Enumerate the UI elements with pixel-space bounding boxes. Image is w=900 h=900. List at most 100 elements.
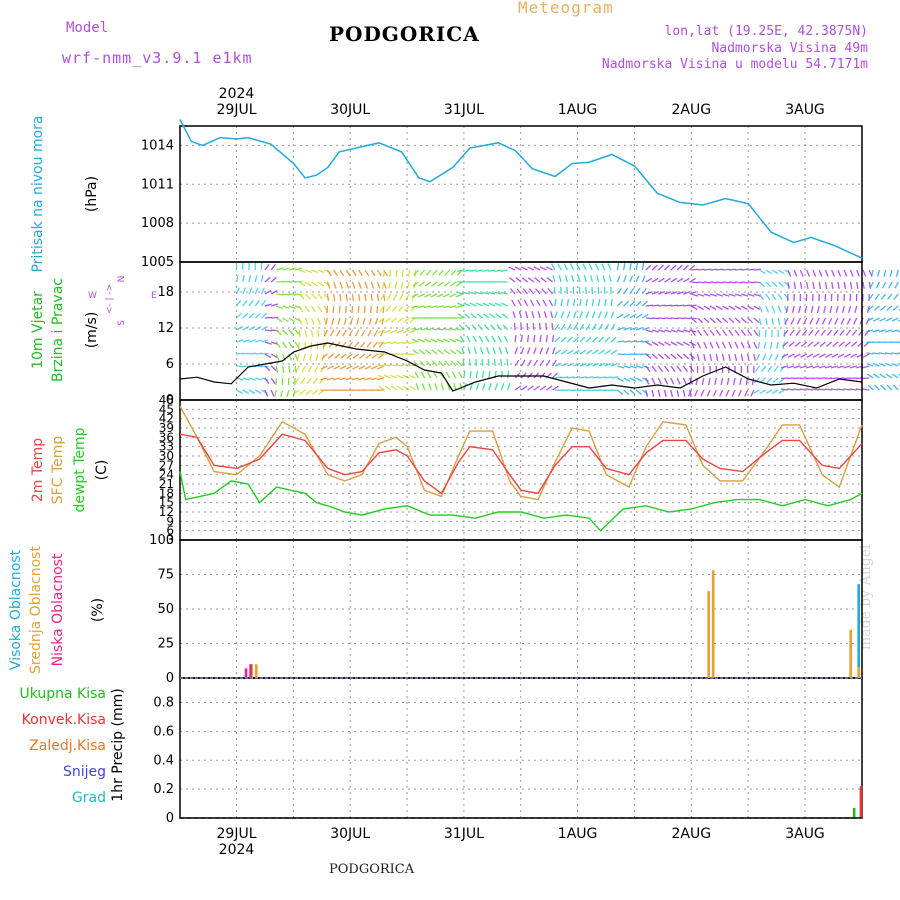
wind-barb [387,281,392,289]
wind-barb [629,340,637,343]
wind-barb [351,269,357,277]
wind-barb [728,317,735,324]
wind-barb [866,373,874,379]
wind-barb [629,365,637,369]
wind-barb [469,370,472,379]
wind-barb [298,269,306,274]
wind-barb [878,362,886,367]
wind-barb [396,385,404,391]
wind-barb [862,269,867,277]
wind-barb [324,317,329,325]
wind-barb [376,293,380,302]
wind-barb [874,384,880,391]
wind-barb [372,341,378,348]
wind-barb [490,324,496,331]
wind-barb [641,275,646,283]
wind-barb [616,262,620,271]
wind-barb [470,313,477,319]
wind-barb [734,341,739,349]
wind-barb [715,341,720,349]
wind-barb [645,277,653,283]
wind-barb [709,281,718,284]
wind-barb [598,376,606,379]
wind-barb [458,371,463,379]
wind-barb [747,317,754,324]
wind-barb [413,360,419,367]
wind-barb [402,364,410,367]
sfc-temp-line [179,405,863,501]
wind-barb [455,293,463,298]
wind-barb [471,324,477,331]
wind-barb [588,263,593,271]
wind-barb [506,358,509,367]
wind-barb [806,365,814,369]
wind-barb [236,325,243,331]
wind-barb [651,341,659,346]
wind-barb [592,362,600,367]
wind-barb [390,317,398,323]
wind-barb [400,281,404,289]
wind-barb [354,329,360,337]
wind-barb [707,377,711,385]
wind-barb [554,323,560,331]
wind-barb [294,377,300,384]
wind-barb [323,329,329,337]
wind-barb [550,311,554,319]
wind-barb [812,365,820,369]
x-tick-label: 2AUG [672,826,712,842]
wind-barb [437,349,444,355]
wind-barb [403,317,410,323]
wind-barb [652,317,660,320]
wind-barb [537,311,541,319]
wind-barb [703,305,711,311]
wind-barb [689,304,697,307]
wind-barb [528,288,535,295]
wind-barb [545,385,553,391]
wind-barb [475,358,478,367]
wind-barb [677,317,685,320]
wind-barb [321,353,328,359]
wind-barb [492,347,496,355]
wind-barb [465,324,471,331]
wind-barb [443,338,450,343]
wind-barb [377,365,385,370]
wind-barb [728,329,734,337]
wind-barb [411,293,419,298]
wind-barb [664,341,672,346]
wind-barb [248,352,257,355]
wind-barb [843,388,851,391]
wind-barb [270,365,277,372]
wind-barb [412,349,419,355]
wind-barb [839,329,845,336]
wind-barb [812,269,817,277]
wind-barb [878,329,886,333]
wind-barb [793,281,797,290]
wind-barb [449,349,457,355]
wind-barb [236,377,244,381]
wind-barb [657,264,664,271]
mid-cloud-bar [711,570,715,678]
wind-barb [771,317,775,325]
wind-barb [803,317,808,325]
wind-barb [508,266,516,271]
wind-barb [475,370,478,379]
y-tick-label: 6 [166,524,174,538]
wind-barb [488,370,491,379]
model-name: wrf-nmm_v3.9.1 e1km [62,49,253,67]
wind-barb [642,326,650,331]
wind-barb [592,349,599,355]
wind-barb [582,263,587,271]
wind-barb [298,329,301,338]
wind-barb [311,269,319,274]
wind-barb [747,329,753,337]
wind-barb [450,269,457,276]
coordinates: lon,lat (19.25E, 42.3875N) [664,24,869,39]
wind-barb [831,269,835,277]
y-tick-label: 12 [157,321,174,336]
wind-barb [551,347,556,355]
wind-barb [455,327,463,331]
wind-barb [368,317,372,325]
wind-barb [545,347,550,355]
wind-barb [629,326,637,331]
wind-barb [862,388,870,391]
